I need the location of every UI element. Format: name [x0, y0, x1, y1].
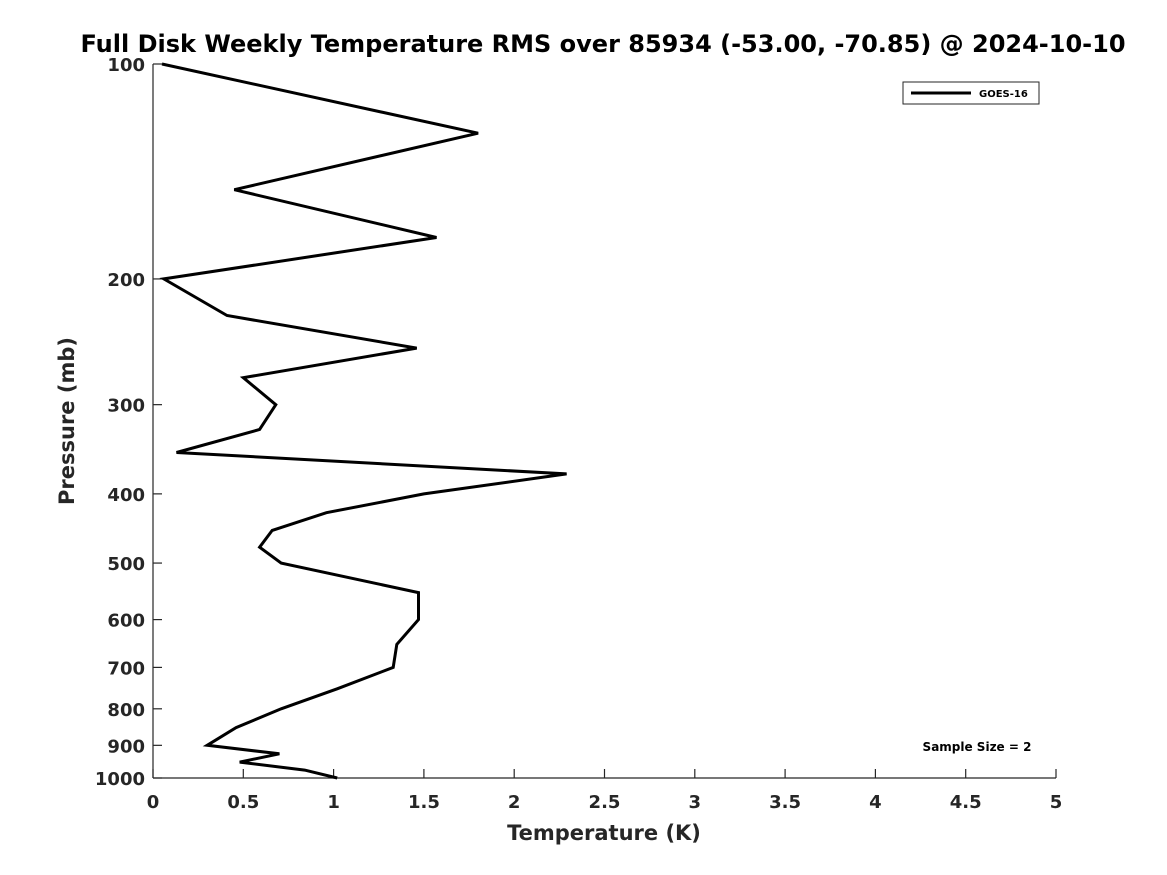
x-tick-label: 4 — [869, 792, 882, 813]
y-tick-label: 600 — [107, 611, 145, 632]
y-tick-label: 1000 — [95, 769, 145, 790]
y-tick-label: 800 — [107, 700, 145, 721]
x-tick-label: 1.5 — [408, 792, 440, 813]
x-tick-label: 4.5 — [950, 792, 982, 813]
x-tick-label: 3 — [689, 792, 702, 813]
y-axis-label: Pressure (mb) — [55, 337, 79, 505]
y-tick-label: 200 — [107, 270, 145, 291]
y-tick-label: 300 — [107, 396, 145, 417]
y-tick-label: 100 — [107, 55, 145, 76]
series-line — [159, 62, 567, 780]
x-tick-label: 1 — [327, 792, 340, 813]
axes — [152, 64, 1056, 779]
x-tick-label: 0 — [147, 792, 160, 813]
x-axis-label: Temperature (K) — [507, 821, 701, 845]
x-tick-label: 2.5 — [589, 792, 621, 813]
x-tick-label: 2 — [508, 792, 521, 813]
ticks: 0 0.5 1 1.5 2 2.5 3 3.5 4 4.5 5 100 200 300 400 500 600 7… — [95, 55, 1062, 813]
legend: GOES-16 — [902, 81, 1040, 105]
x-tick-label: 3.5 — [769, 792, 801, 813]
legend-label: GOES-16 — [979, 89, 1028, 100]
x-tick-label: 5 — [1050, 792, 1063, 813]
plot-area — [159, 62, 567, 780]
y-tick-label: 900 — [107, 736, 145, 757]
chart-title: Full Disk Weekly Temperature RMS over 85… — [80, 30, 1125, 58]
y-tick-label: 500 — [107, 554, 145, 575]
sample-size-annotation: Sample Size = 2 — [923, 740, 1032, 754]
y-tick-label: 700 — [107, 658, 145, 679]
x-tick-label: 0.5 — [227, 792, 259, 813]
y-tick-label: 400 — [107, 485, 145, 506]
